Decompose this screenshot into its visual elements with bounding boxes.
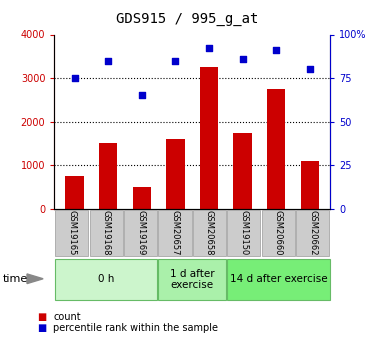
Bar [227,210,260,256]
Bar [267,89,285,209]
Text: 1 d after
exercise: 1 d after exercise [170,269,214,290]
Point [139,93,145,98]
Point [273,47,279,53]
Text: GDS915 / 995_g_at: GDS915 / 995_g_at [116,12,259,26]
Bar [124,210,157,256]
Bar [158,259,226,300]
Text: ■: ■ [38,312,47,322]
Point [206,46,212,51]
Text: 14 d after exercise: 14 d after exercise [230,275,327,284]
Bar [227,259,330,300]
Text: GSM19165: GSM19165 [67,210,76,256]
Text: ■: ■ [38,324,47,333]
Bar [158,210,192,256]
Text: GSM20657: GSM20657 [171,210,180,256]
Bar [296,210,329,256]
Bar [301,161,319,209]
Bar [90,210,123,256]
Text: GSM19168: GSM19168 [102,210,111,256]
Bar [55,210,88,256]
Bar [132,187,151,209]
Bar [200,67,218,209]
Point [240,56,246,62]
Text: GSM20660: GSM20660 [274,210,283,256]
Text: GSM20662: GSM20662 [308,210,317,256]
Bar [55,259,158,300]
Point [72,75,78,81]
Text: GSM19169: GSM19169 [136,210,145,256]
Point [307,67,313,72]
Text: count: count [53,312,81,322]
Polygon shape [27,274,43,284]
Bar [193,210,226,256]
Bar [233,132,252,209]
Bar [166,139,184,209]
Bar [65,176,84,209]
Bar [262,210,295,256]
Point [105,58,111,63]
Text: GSM19150: GSM19150 [239,210,248,256]
Text: GSM20658: GSM20658 [205,210,214,256]
Bar [99,144,117,209]
Text: time: time [3,274,28,284]
Text: 0 h: 0 h [98,275,114,284]
Text: percentile rank within the sample: percentile rank within the sample [53,324,218,333]
Point [172,58,178,63]
